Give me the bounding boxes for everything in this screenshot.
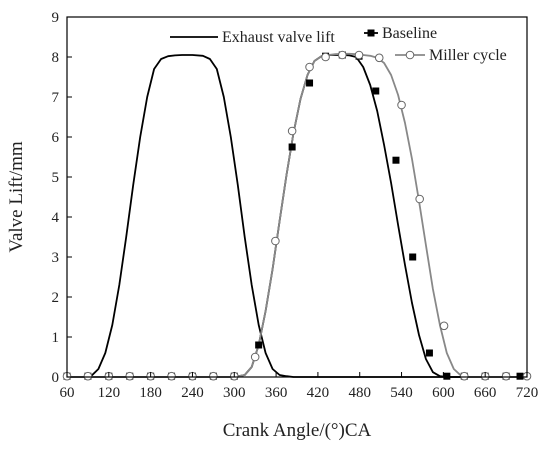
miller-cycle-marker — [354, 50, 364, 60]
x-tick-label: 540 — [390, 385, 413, 401]
baseline-marker — [288, 143, 296, 151]
x-tick-label: 720 — [516, 385, 539, 401]
baseline-marker — [443, 372, 451, 380]
miller-cycle-marker — [125, 371, 135, 381]
miller-cycle-marker — [439, 321, 449, 331]
y-tick-label: 8 — [52, 50, 60, 66]
miller-cycle-marker — [209, 371, 218, 381]
miller-cycle-marker — [459, 371, 469, 381]
miller-cycle-marker — [374, 53, 384, 63]
plot-frame — [66, 16, 528, 378]
x-tick-label: 660 — [474, 385, 497, 401]
x-tick-label: 600 — [432, 385, 455, 401]
x-tick-label: 120 — [98, 385, 121, 401]
x-tick-label: 480 — [348, 385, 371, 401]
x-tick-label: 180 — [139, 385, 162, 401]
x-axis-label: Crank Angle/(°)CA — [223, 420, 372, 441]
y-tick-label: 1 — [52, 330, 60, 346]
miller-cycle-marker — [250, 352, 260, 362]
baseline-marker — [392, 156, 400, 164]
y-tick-label: 9 — [52, 10, 60, 26]
y-axis-label: Valve Lift/mm — [6, 141, 27, 253]
miller-cycle-marker — [271, 236, 280, 246]
miller-cycle-marker — [83, 371, 93, 381]
y-tick-label: 2 — [52, 290, 60, 306]
miller-cycle-marker — [338, 50, 347, 60]
y-tick-label: 0 — [52, 370, 60, 386]
y-tick-label: 7 — [52, 90, 60, 106]
miller-cycle-marker — [501, 371, 511, 381]
baseline-marker — [372, 87, 380, 95]
miller-cycle-marker — [415, 194, 424, 204]
miller-cycle-marker — [167, 371, 176, 381]
baseline-legend-marker — [367, 29, 375, 37]
x-tick-label: 420 — [307, 385, 330, 401]
y-tick-label: 4 — [52, 210, 60, 226]
miller-cycle-marker — [321, 52, 330, 62]
exhaust-valve-lift-legend-label: Exhaust valve lift — [222, 29, 335, 46]
baseline-legend-label: Baseline — [382, 25, 437, 42]
miller-cycle-marker — [305, 62, 314, 72]
y-tick-label: 6 — [52, 130, 60, 146]
miller-cycle-line — [67, 52, 527, 378]
baseline-marker — [516, 372, 524, 380]
x-tick-label: 240 — [181, 385, 204, 401]
baseline-marker — [425, 349, 433, 357]
miller-cycle-marker — [397, 100, 406, 110]
miller-cycle-legend-label: Miller cycle — [429, 47, 507, 64]
baseline-marker — [306, 79, 314, 87]
y-tick-label: 5 — [52, 170, 60, 186]
x-tick-label: 300 — [223, 385, 246, 401]
miller-cycle-legend-marker — [405, 50, 415, 60]
x-tick-label: 360 — [265, 385, 288, 401]
miller-cycle-marker — [287, 126, 297, 136]
exhaust-valve-lift-line — [67, 54, 527, 378]
baseline-marker — [409, 253, 417, 261]
y-tick-label: 3 — [52, 250, 60, 266]
baseline-marker — [255, 341, 263, 349]
x-tick-label: 60 — [60, 385, 75, 401]
baseline-line — [67, 54, 527, 378]
